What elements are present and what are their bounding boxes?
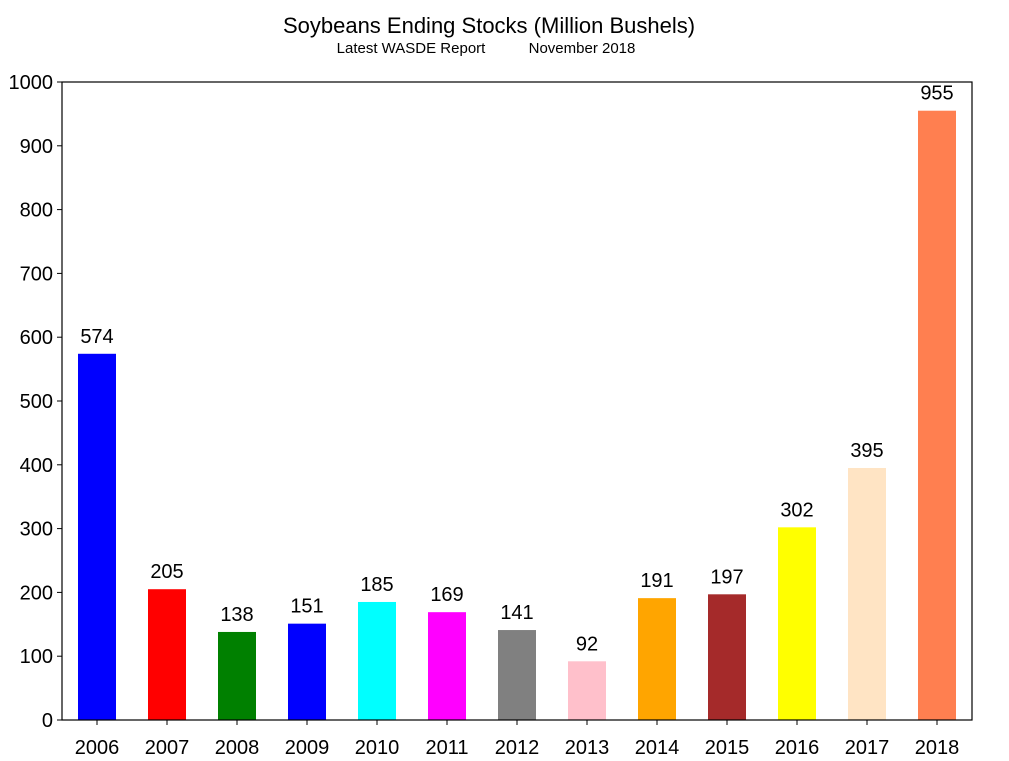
- bar-2011: [428, 612, 466, 720]
- data-label-2018: 955: [920, 83, 953, 105]
- x-tick-label-2016: 2016: [775, 737, 820, 759]
- y-tick-label-100: 100: [20, 646, 53, 668]
- bar-2017: [848, 467, 886, 720]
- y-tick-label-400: 400: [20, 455, 53, 477]
- x-tick-label-2010: 2010: [355, 737, 400, 759]
- x-tick-label-2011: 2011: [425, 737, 468, 759]
- y-tick-label-300: 300: [20, 519, 53, 541]
- data-label-2017: 395: [850, 440, 883, 462]
- y-tick-label-800: 800: [20, 200, 53, 222]
- plot-frame: [61, 81, 973, 721]
- bar-2013: [568, 661, 606, 720]
- bar-2014: [638, 598, 676, 720]
- x-tick-label-2012: 2012: [495, 737, 540, 759]
- x-tick-label-2014: 2014: [635, 737, 680, 759]
- x-tick-label-2007: 2007: [145, 737, 190, 759]
- x-tick-label-2018: 2018: [915, 737, 960, 759]
- data-label-2013: 92: [576, 633, 598, 655]
- bar-2015: [708, 594, 746, 720]
- x-tick-label-2008: 2008: [215, 737, 260, 759]
- bar-2009: [288, 623, 326, 720]
- data-label-2016: 302: [780, 499, 813, 521]
- x-tick-label-2015: 2015: [705, 737, 750, 759]
- data-label-2015: 197: [710, 566, 743, 588]
- bar-2006: [78, 353, 116, 720]
- y-tick-label-0: 0: [42, 710, 53, 732]
- x-tick-label-2006: 2006: [75, 737, 120, 759]
- bar-2008: [218, 631, 256, 720]
- data-label-2012: 141: [500, 602, 533, 624]
- bar-2010: [358, 601, 396, 720]
- y-tick-label-900: 900: [20, 136, 53, 158]
- chart-subtitle-date: November 2018: [529, 40, 636, 57]
- data-label-2011: 169: [430, 584, 463, 606]
- data-label-2008: 138: [220, 604, 253, 626]
- bar-2018: [918, 110, 956, 720]
- x-tick-label-2017: 2017: [845, 737, 890, 759]
- bar-2012: [498, 630, 536, 720]
- data-label-2010: 185: [360, 574, 393, 596]
- bars-group: [78, 110, 956, 720]
- x-tick-label-2013: 2013: [565, 737, 610, 759]
- data-label-2006: 574: [80, 326, 113, 348]
- y-tick-label-200: 200: [20, 582, 53, 604]
- y-tick-label-600: 600: [20, 327, 53, 349]
- x-tick-label-2009: 2009: [285, 737, 330, 759]
- data-label-2009: 151: [290, 596, 323, 618]
- y-tick-label-700: 700: [20, 263, 53, 285]
- y-tick-label-1000: 1000: [9, 72, 54, 94]
- chart-subtitle-report: Latest WASDE Report: [337, 40, 486, 57]
- x-axis: 2006 2007 2008 2009 2010 2011 2012 2013 2014 2015…: [75, 720, 960, 759]
- y-tick-label-500: 500: [20, 391, 53, 413]
- bar-2016: [778, 527, 816, 720]
- bar-2007: [148, 589, 186, 720]
- data-label-2007: 205: [150, 561, 183, 583]
- data-label-2014: 191: [640, 570, 673, 592]
- data-labels-group: 574 205 138 151 185 169 141 92 191 197 302 395 955: [80, 83, 953, 656]
- y-axis: 0 100 200 300 400 500 600 700 800 900 1000: [9, 72, 62, 732]
- chart-title: Soybeans Ending Stocks (Million Bushels): [283, 13, 695, 38]
